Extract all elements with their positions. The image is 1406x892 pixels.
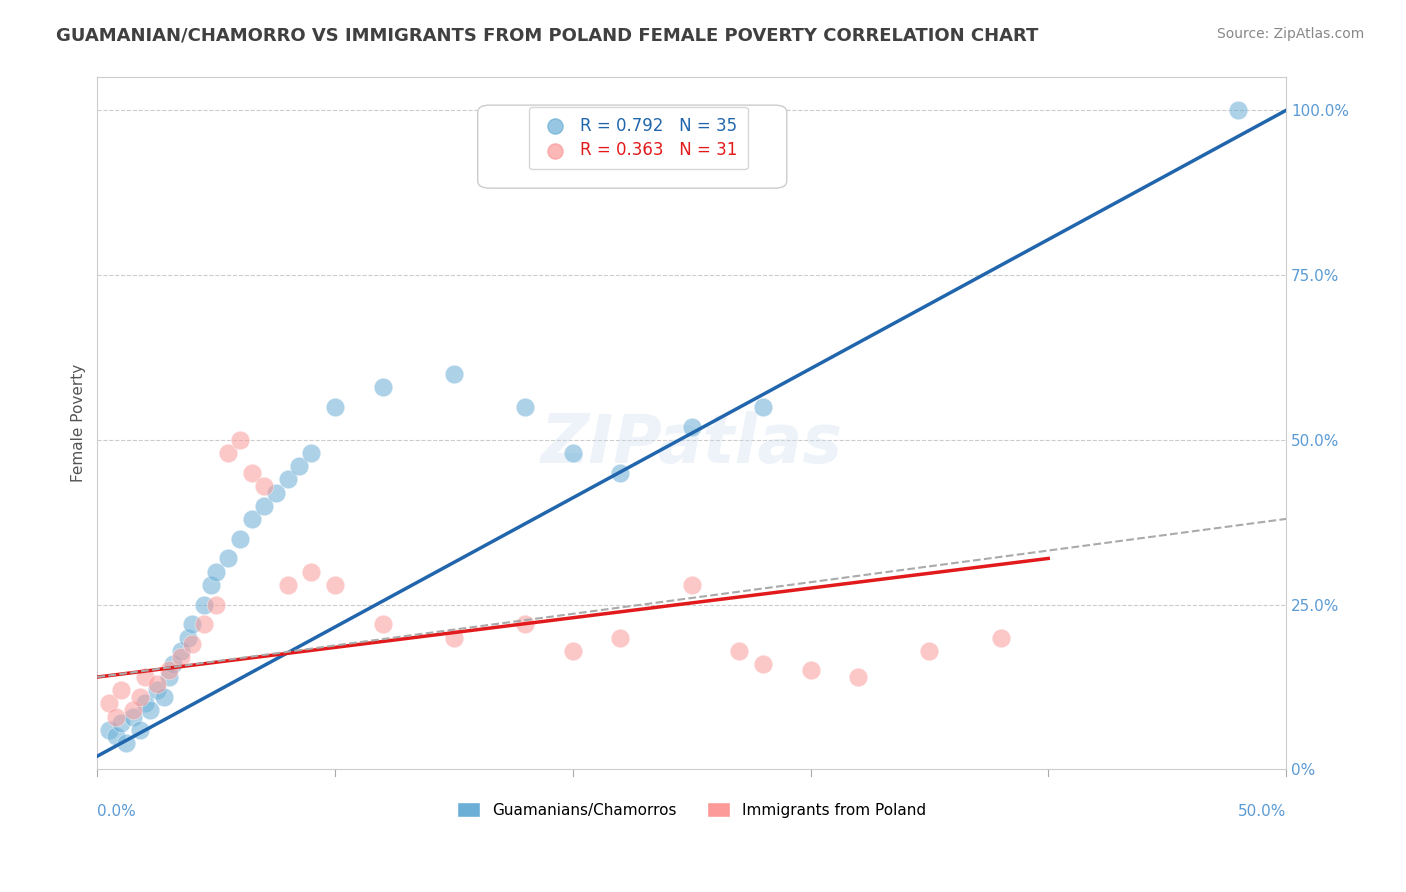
Point <box>205 598 228 612</box>
Point <box>105 730 128 744</box>
Point <box>253 479 276 493</box>
Point <box>288 459 311 474</box>
Legend: Guamanians/Chamorros, Immigrants from Poland: Guamanians/Chamorros, Immigrants from Po… <box>451 796 932 824</box>
Point <box>122 703 145 717</box>
Point <box>157 670 180 684</box>
Point <box>371 380 394 394</box>
Point <box>205 565 228 579</box>
Point <box>98 697 121 711</box>
Point <box>169 650 191 665</box>
Point <box>561 446 583 460</box>
Point <box>240 466 263 480</box>
Point <box>176 631 198 645</box>
Text: GUAMANIAN/CHAMORRO VS IMMIGRANTS FROM POLAND FEMALE POVERTY CORRELATION CHART: GUAMANIAN/CHAMORRO VS IMMIGRANTS FROM PO… <box>56 27 1039 45</box>
Point <box>105 709 128 723</box>
Point <box>264 485 287 500</box>
Point <box>200 578 222 592</box>
Point <box>299 565 322 579</box>
Point <box>162 657 184 671</box>
Point <box>115 736 138 750</box>
Point <box>122 709 145 723</box>
Point <box>299 446 322 460</box>
Text: ZIPatlas: ZIPatlas <box>541 411 842 477</box>
Point <box>277 578 299 592</box>
Point <box>990 631 1012 645</box>
Point <box>98 723 121 737</box>
Point <box>253 499 276 513</box>
Point <box>1227 103 1250 118</box>
Point <box>146 676 169 690</box>
Point <box>846 670 869 684</box>
Point <box>169 643 191 657</box>
Point <box>217 551 239 566</box>
Point <box>146 683 169 698</box>
Point <box>681 578 703 592</box>
FancyBboxPatch shape <box>478 105 787 188</box>
Point <box>323 400 346 414</box>
Point <box>371 617 394 632</box>
Point <box>799 664 821 678</box>
Point <box>229 532 252 546</box>
Text: Source: ZipAtlas.com: Source: ZipAtlas.com <box>1216 27 1364 41</box>
Point <box>181 617 204 632</box>
Point <box>681 419 703 434</box>
Point <box>134 670 156 684</box>
Point <box>157 664 180 678</box>
Point <box>752 400 775 414</box>
Point <box>153 690 176 704</box>
Point <box>918 643 941 657</box>
Point <box>110 716 132 731</box>
Point <box>277 472 299 486</box>
Point <box>609 466 631 480</box>
Point <box>138 703 160 717</box>
Point <box>193 617 215 632</box>
Point <box>728 643 751 657</box>
Point <box>561 643 583 657</box>
Text: 50.0%: 50.0% <box>1237 804 1286 819</box>
Point <box>181 637 204 651</box>
Y-axis label: Female Poverty: Female Poverty <box>72 364 86 483</box>
Point <box>609 631 631 645</box>
Point <box>515 400 537 414</box>
Text: 0.0%: 0.0% <box>97 804 136 819</box>
Point <box>443 367 465 381</box>
Point <box>129 690 152 704</box>
Point <box>110 683 132 698</box>
Point <box>134 697 156 711</box>
Point <box>752 657 775 671</box>
Point <box>217 446 239 460</box>
Point <box>229 433 252 447</box>
Point <box>193 598 215 612</box>
Point <box>129 723 152 737</box>
Point <box>240 512 263 526</box>
Point <box>323 578 346 592</box>
Point <box>515 617 537 632</box>
Point <box>443 631 465 645</box>
